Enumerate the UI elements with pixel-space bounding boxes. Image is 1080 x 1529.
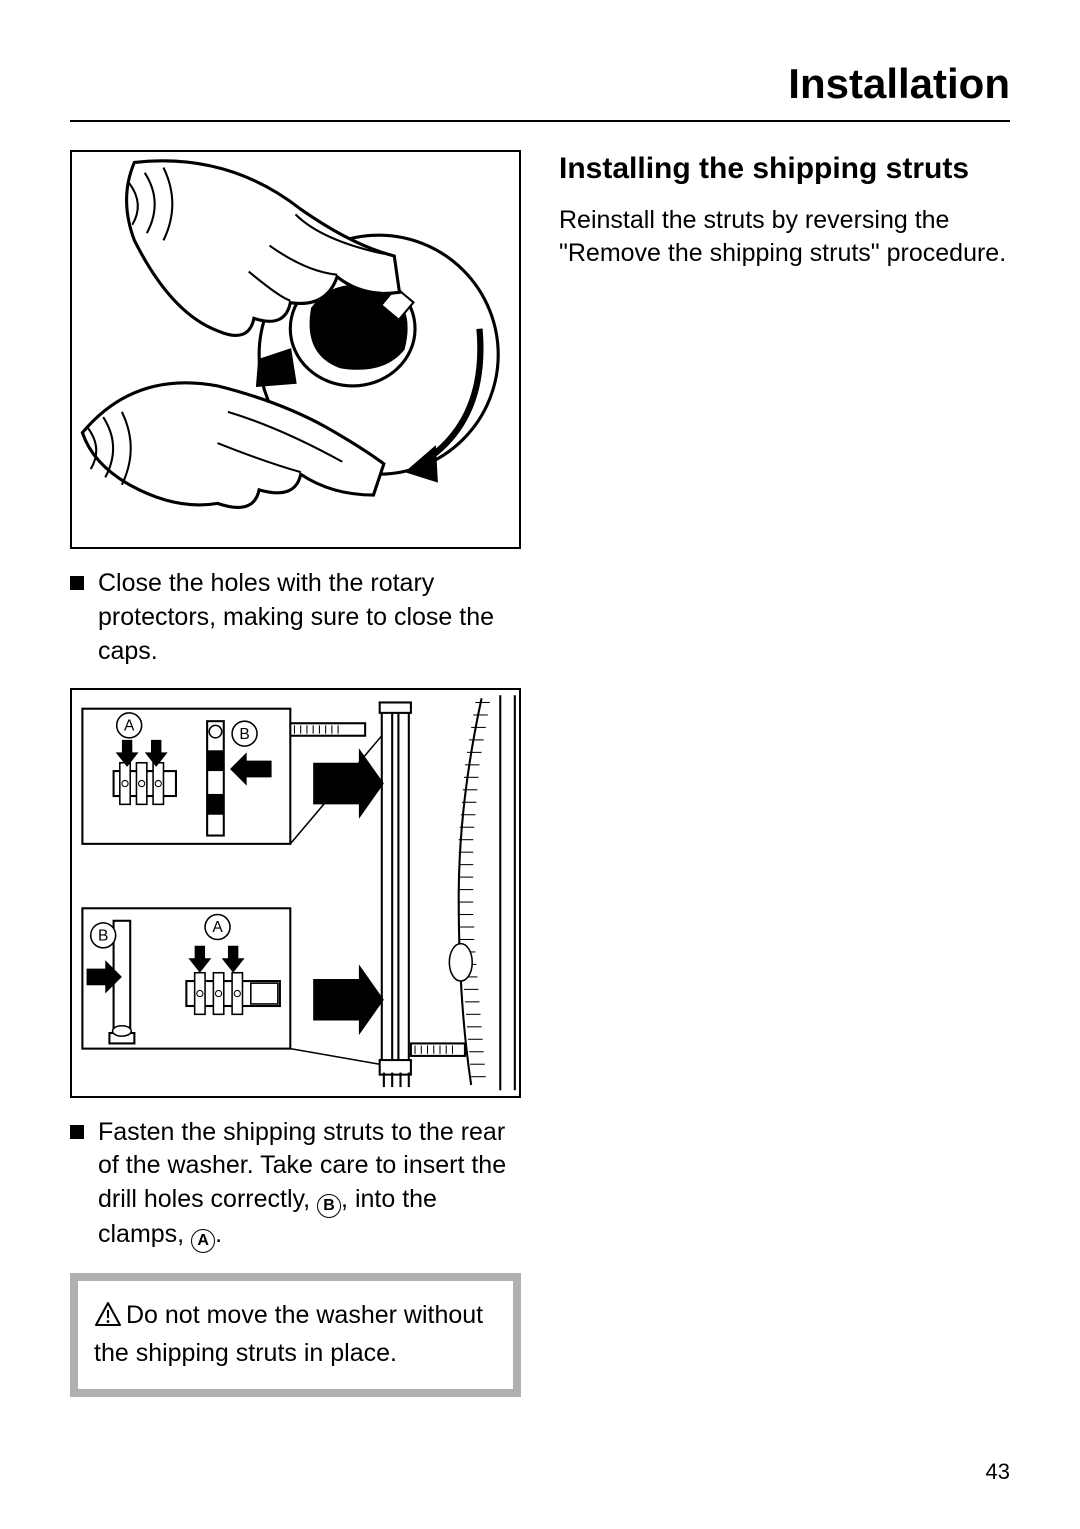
right-column: Installing the shipping struts Reinstall…: [559, 150, 1010, 1397]
body-reinstall-text: Reinstall the struts by reversing the "R…: [559, 204, 1010, 272]
inset-top-label-a: A: [124, 718, 135, 735]
figure-shipping-struts: A B: [70, 688, 521, 1097]
warning-box: Do not move the washer without the shipp…: [70, 1273, 521, 1397]
bullet-fasten-struts-text: Fasten the shipping struts to the rear o…: [98, 1116, 521, 1254]
bullet2-end: .: [215, 1220, 222, 1248]
bullet-fasten-struts: Fasten the shipping struts to the rear o…: [70, 1116, 521, 1254]
warning-icon: [94, 1301, 122, 1337]
bullet-marker-icon: [70, 576, 84, 590]
shipping-struts-illustration: A B: [72, 690, 519, 1095]
bullet-close-holes-text: Close the holes with the rotary protecto…: [98, 567, 521, 668]
subheading-installing-struts: Installing the shipping struts: [559, 150, 1010, 188]
inset-bot-label-a: A: [212, 919, 223, 936]
page-number: 43: [986, 1459, 1010, 1485]
bullet-close-holes: Close the holes with the rotary protecto…: [70, 567, 521, 668]
bullet-marker-icon: [70, 1125, 84, 1139]
rotary-protector-illustration: [72, 152, 519, 547]
warning-text: Do not move the washer without the shipp…: [94, 1301, 483, 1367]
bullet2-pre: Fasten the shipping struts to the rear o…: [98, 1118, 506, 1214]
inset-bot-label-b: B: [98, 928, 108, 945]
circled-b-icon: B: [317, 1194, 341, 1218]
circled-a-icon: A: [191, 1229, 215, 1253]
content-columns: Close the holes with the rotary protecto…: [70, 150, 1010, 1397]
page: Installation: [0, 0, 1080, 1529]
page-title: Installation: [70, 60, 1010, 122]
figure-rotary-protector: [70, 150, 521, 549]
left-column: Close the holes with the rotary protecto…: [70, 150, 521, 1397]
inset-top-label-b: B: [239, 726, 249, 743]
